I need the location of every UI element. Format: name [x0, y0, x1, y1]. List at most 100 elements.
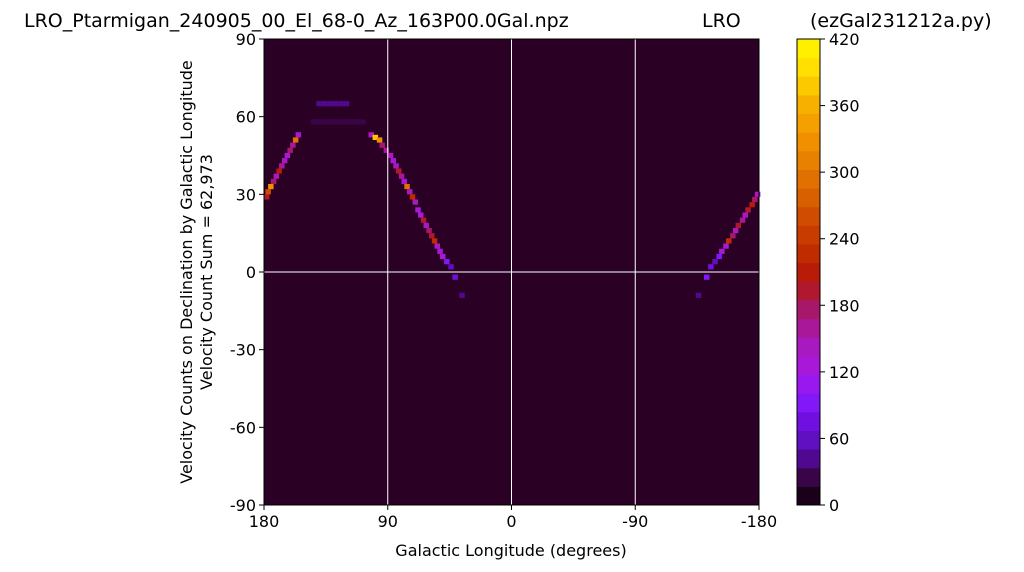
colorbar-tick-label: 360	[829, 97, 860, 116]
y-tick-label: -90	[230, 496, 256, 515]
heatmap-cell	[412, 199, 418, 205]
y-axis-label-line1: Velocity Counts on Declination by Galact…	[177, 60, 196, 483]
x-tick-label: 0	[506, 512, 516, 531]
heatmap-cell	[749, 202, 755, 208]
colorbar-swatch	[797, 94, 820, 115]
heatmap-cell	[708, 264, 714, 270]
heatmap-cell	[396, 168, 402, 174]
colorbar-swatch	[797, 449, 820, 469]
y-tick-label: 0	[246, 263, 256, 282]
heatmap-cell	[423, 222, 429, 228]
heatmap-cell	[279, 163, 285, 169]
y-axis-label-line2: Velocity Count Sum = 62,973	[197, 154, 216, 390]
colorbar-swatch	[797, 467, 820, 487]
x-tick-label: 180	[249, 512, 280, 531]
heatmap-cell	[752, 196, 758, 203]
heatmap-cell	[444, 259, 450, 265]
colorbar-swatch	[797, 206, 820, 226]
heatmap-cell	[695, 292, 702, 298]
colorbar-swatch	[797, 262, 820, 282]
heatmap-cell	[264, 194, 270, 200]
heatmap-cell	[360, 119, 366, 125]
colorbar-swatch	[797, 355, 820, 376]
heatmap-cell	[739, 217, 746, 223]
colorbar-tick-label: 120	[829, 363, 860, 382]
heatmap-cell	[343, 101, 350, 107]
colorbar-swatch	[797, 39, 820, 59]
colorbar-swatch	[797, 318, 820, 338]
heatmap-cell	[426, 228, 432, 234]
colorbar-swatches	[797, 39, 820, 506]
heatmap-cell	[452, 274, 458, 280]
x-tick-label: -90	[622, 512, 648, 531]
heatmap-cell	[368, 132, 374, 138]
y-tick-label: -30	[230, 341, 256, 360]
heatmap-cell	[719, 248, 725, 254]
y-tick-label: 90	[236, 30, 256, 49]
x-axis-label: Galactic Longitude (degrees)	[395, 541, 626, 560]
colorbar-swatch	[797, 188, 820, 208]
heatmap-cell	[726, 238, 732, 244]
heatmap-cell	[287, 147, 293, 153]
heatmap-cell	[732, 228, 739, 234]
colorbar-swatch	[797, 299, 820, 320]
heatmap-cell	[387, 152, 394, 159]
heatmap-cell	[716, 253, 722, 260]
heatmap-cell	[440, 253, 446, 260]
colorbar-ticks: 0 60 120 180 240 300 360 420	[820, 30, 860, 515]
colorbar-swatch	[797, 113, 820, 133]
colorbar-swatch	[797, 76, 820, 96]
heatmap-cell	[372, 134, 379, 140]
heatmap-cell	[742, 212, 748, 218]
colorbar-swatch	[797, 337, 820, 357]
colorbar-tick-label: 240	[829, 230, 860, 249]
colorbar-swatch	[797, 430, 820, 450]
heatmap-cell	[379, 142, 385, 148]
heatmap-cell	[393, 163, 399, 169]
heatmap-cell	[429, 233, 435, 239]
colorbar-swatch	[797, 281, 820, 301]
colorbar-swatch	[797, 244, 820, 264]
heatmap-cell	[265, 189, 271, 195]
colorbar-swatch	[797, 150, 820, 170]
colorbar-swatch	[797, 393, 820, 413]
heatmap-cell	[431, 238, 438, 244]
heatmap-cell	[273, 173, 280, 179]
y-tick-label: -60	[230, 418, 256, 437]
heatmap-cell	[327, 101, 333, 107]
colorbar-tick-label: 180	[829, 296, 860, 315]
gridlines	[264, 39, 759, 505]
heatmap-cell	[292, 137, 299, 143]
x-tick-label: 90	[378, 512, 398, 531]
heatmap-cell	[310, 119, 317, 125]
colorbar-swatch	[797, 374, 820, 394]
heatmap-cell	[276, 168, 282, 174]
heatmap-cell	[349, 119, 355, 125]
heatmap-cell	[268, 184, 274, 190]
heatmap-cell	[295, 132, 302, 138]
heatmap-cell	[338, 101, 344, 107]
heatmap-cell	[418, 212, 424, 218]
colorbar-swatch	[797, 486, 820, 506]
colorbar-swatch	[797, 225, 820, 245]
heatmap-cell	[376, 137, 383, 143]
heatmap-cell	[383, 147, 390, 153]
colorbar-tick-label: 0	[829, 496, 839, 515]
colorbar-tick-label: 300	[829, 163, 860, 182]
heatmap-cell	[434, 243, 440, 249]
heatmap-cell	[712, 259, 718, 265]
colorbar: 0 60 120 180 240 300 360 420	[796, 30, 860, 515]
heatmap-cell	[270, 178, 277, 184]
heatmap-cell	[754, 191, 761, 197]
colorbar-tick-label: 420	[829, 30, 860, 49]
heatmap-cell	[327, 119, 333, 125]
heatmap-cell	[401, 178, 407, 184]
heatmap-cell	[407, 189, 413, 195]
heatmap-cell	[437, 248, 443, 254]
title-script: (ezGal231212a.py)	[810, 10, 992, 32]
heatmap-cell	[448, 264, 454, 270]
heatmap-cell	[343, 119, 350, 125]
heatmap-cell	[723, 243, 729, 249]
heatmap-cell	[316, 119, 322, 125]
